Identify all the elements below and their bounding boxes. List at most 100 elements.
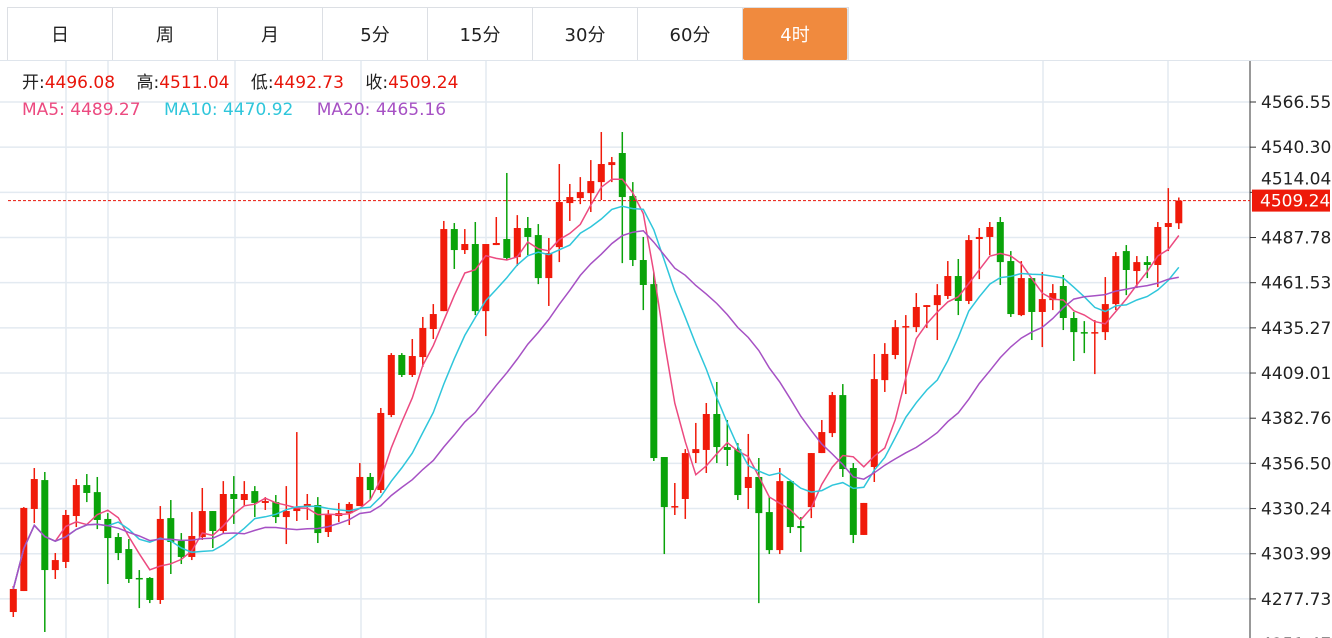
candle-up xyxy=(744,476,752,488)
candle-up xyxy=(30,479,38,509)
tab-month[interactable]: 月 xyxy=(218,8,323,60)
candle-up xyxy=(1101,304,1109,333)
candle-up xyxy=(198,511,206,538)
y-tick-label: 4303.99 xyxy=(1261,545,1331,565)
candle-up xyxy=(702,414,710,450)
candle-up xyxy=(429,314,437,330)
candle-up xyxy=(576,192,584,199)
candle-up xyxy=(62,514,70,562)
candle-down xyxy=(1007,261,1015,315)
candle-up xyxy=(545,252,553,279)
tab-60min[interactable]: 60分 xyxy=(638,8,743,60)
y-tick-label: 4514.04 xyxy=(1261,170,1331,190)
candle-up xyxy=(860,502,868,535)
candle-up xyxy=(72,485,80,517)
candle-down xyxy=(471,244,479,312)
ma20-label: MA20: xyxy=(316,100,371,120)
tab-15min[interactable]: 15分 xyxy=(428,8,533,60)
candle-up xyxy=(387,354,395,416)
open-value: 4496.08 xyxy=(44,73,116,93)
candle-down xyxy=(1122,251,1130,271)
candle-down xyxy=(146,577,154,600)
candle-up xyxy=(461,244,469,251)
candle-up xyxy=(902,326,910,328)
candle-down xyxy=(797,526,805,529)
ma10-value: 4470.92 xyxy=(223,100,294,120)
candle-down xyxy=(104,518,112,539)
y-tick-label: 4487.78 xyxy=(1261,229,1331,249)
candle-down xyxy=(954,276,962,301)
candle-up xyxy=(408,356,416,375)
candle-up xyxy=(293,507,301,512)
candle-down xyxy=(135,577,143,580)
candle-down xyxy=(1080,332,1088,334)
candle-down xyxy=(1143,262,1151,266)
candle-up xyxy=(1049,293,1057,301)
ma-readout: MA5: 4489.27 MA10: 4470.92 MA20: 4465.16 xyxy=(22,100,464,120)
candle-up xyxy=(608,162,616,166)
tab-30min[interactable]: 30分 xyxy=(533,8,638,60)
candle-up xyxy=(419,327,427,358)
candle-up xyxy=(1154,226,1162,266)
candle-up xyxy=(986,226,994,237)
candle-up xyxy=(1091,332,1099,334)
candle-down xyxy=(765,512,773,551)
ma20-readout: MA20: 4465.16 xyxy=(317,100,446,120)
candle-up xyxy=(513,228,521,258)
candle-up xyxy=(933,295,941,306)
candle-up xyxy=(356,476,364,507)
ma10-label: MA10: xyxy=(163,100,218,120)
y-tick-label: 4566.55 xyxy=(1261,93,1331,113)
y-tick-label: 4435.27 xyxy=(1261,319,1331,339)
candle-down xyxy=(1070,318,1078,333)
candle-up xyxy=(923,305,931,307)
candle-up xyxy=(818,432,826,454)
candle-up xyxy=(566,197,574,204)
candle-down xyxy=(1028,278,1036,312)
ohlc-readout: 开:4496.08 高:4511.04 低:4492.73 收:4509.24 xyxy=(22,73,474,93)
candle-down xyxy=(849,468,857,535)
candle-down xyxy=(41,480,49,571)
candle-down xyxy=(650,284,658,459)
candle-up xyxy=(282,511,290,518)
candle-down xyxy=(734,449,742,496)
tab-day[interactable]: 日 xyxy=(8,8,113,60)
y-tick-label: 4382.76 xyxy=(1261,409,1331,429)
candle-down xyxy=(639,260,647,285)
ma20-line xyxy=(12,230,1179,590)
candle-down xyxy=(660,457,668,508)
tab-4hour[interactable]: 4时 xyxy=(743,8,848,60)
candle-up xyxy=(597,164,605,183)
candle-up xyxy=(51,560,59,571)
candle-up xyxy=(156,518,164,600)
candle-down xyxy=(114,537,122,554)
close-value: 4509.24 xyxy=(388,73,459,93)
candle-up xyxy=(944,276,952,296)
candle-down xyxy=(786,481,794,528)
y-tick-label: 4251.47 xyxy=(1261,635,1331,638)
open-label: 开: xyxy=(22,73,45,93)
tab-week[interactable]: 周 xyxy=(113,8,218,60)
candle-up xyxy=(240,494,248,501)
close-label: 收: xyxy=(365,73,389,93)
candle-up xyxy=(965,240,973,301)
candle-up xyxy=(912,306,920,328)
candle-down xyxy=(314,505,322,534)
candle-up xyxy=(303,503,311,507)
ma5-value: 4489.27 xyxy=(70,100,141,120)
candle-down xyxy=(1059,286,1067,319)
tab-5min[interactable]: 5分 xyxy=(323,8,428,60)
low-label: 低: xyxy=(250,73,274,93)
candle-up xyxy=(482,244,490,312)
candle-up xyxy=(1164,223,1172,227)
candle-up xyxy=(1038,299,1046,312)
y-tick-label: 4277.73 xyxy=(1261,590,1331,610)
high-value: 4511.04 xyxy=(159,73,230,93)
last-price-badge xyxy=(1252,189,1330,212)
candle-up xyxy=(1175,200,1183,224)
candle-down xyxy=(398,354,406,375)
candle-down xyxy=(230,494,238,499)
y-tick-label: 4540.30 xyxy=(1261,138,1331,158)
candle-up xyxy=(870,379,878,467)
